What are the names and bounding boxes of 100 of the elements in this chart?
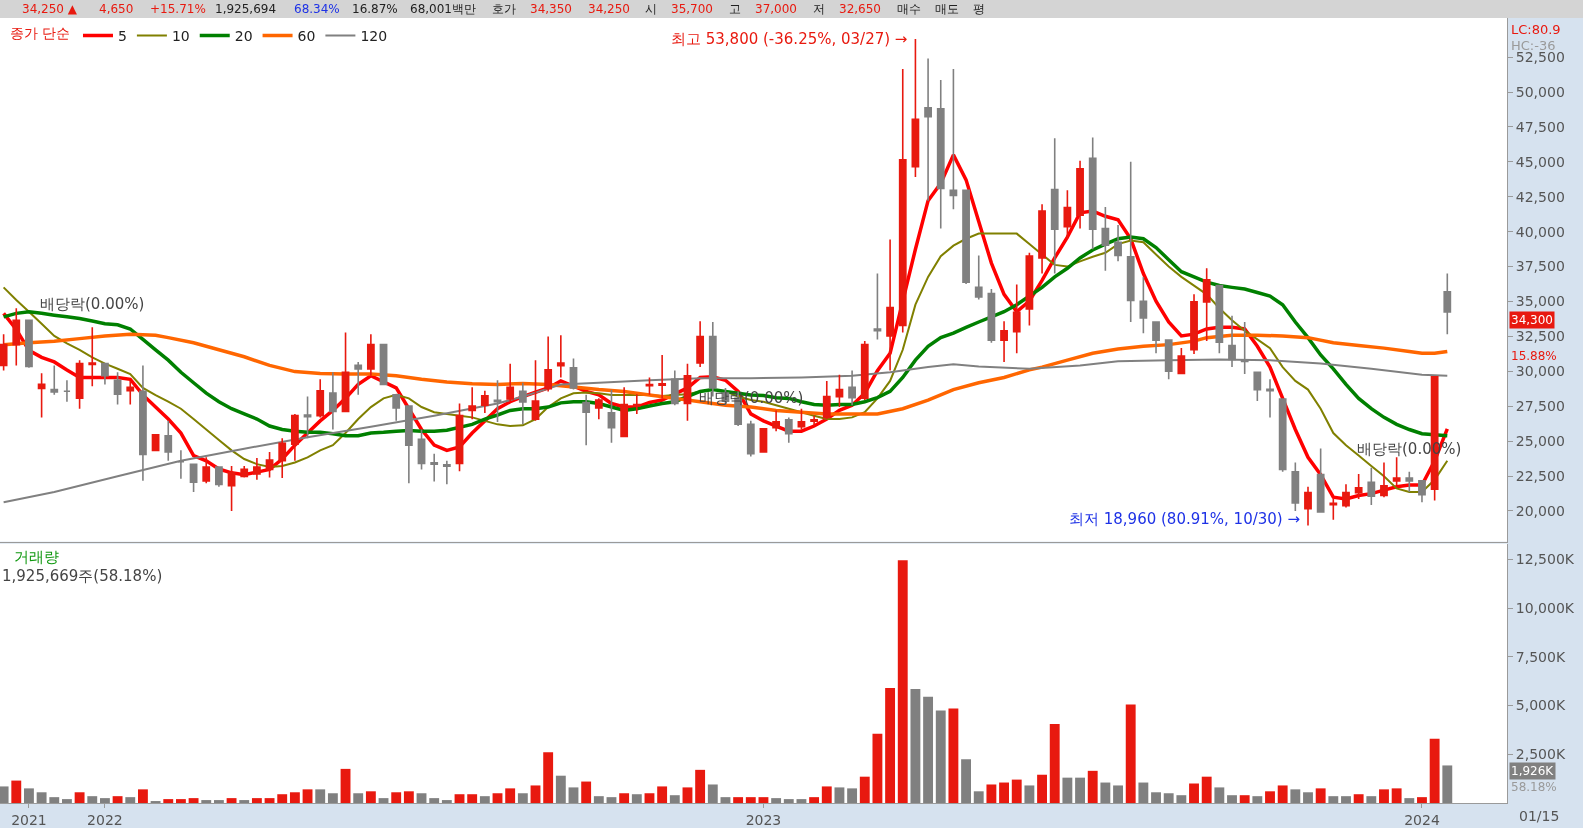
text: 15.88% (1511, 349, 1557, 363)
candlestick (974, 254, 983, 301)
candlestick (50, 364, 59, 396)
bar (1151, 792, 1161, 803)
candlestick (531, 359, 540, 422)
bar (872, 733, 883, 803)
candlestick (265, 451, 274, 479)
bar (543, 752, 554, 803)
bar (429, 798, 440, 803)
y-tick-label: 40,000 (1515, 223, 1565, 240)
candlestick (1354, 473, 1363, 500)
candlestick (924, 57, 932, 202)
candlestick (88, 326, 97, 387)
bar (87, 796, 98, 803)
candlestick (1101, 206, 1110, 272)
text: 매도 (935, 2, 959, 16)
candlestick (848, 369, 856, 407)
candlestick (1418, 480, 1426, 504)
bar (948, 708, 959, 803)
candlestick (620, 386, 629, 438)
candlestick (1329, 498, 1338, 521)
bar (378, 798, 389, 803)
bar (682, 787, 693, 803)
text: 4,650 (99, 2, 134, 16)
bar (885, 687, 896, 803)
bar (391, 792, 402, 803)
bar (707, 784, 718, 803)
bar (859, 776, 870, 803)
candlestick (1139, 276, 1148, 334)
bar (1100, 782, 1111, 803)
candlestick (936, 79, 945, 230)
y-tick-label: 2,500K (1515, 746, 1566, 763)
candlestick (962, 189, 970, 285)
bar (1113, 785, 1123, 803)
candlestick (164, 420, 173, 462)
candlestick (1215, 284, 1224, 355)
candlestick (1038, 203, 1046, 275)
candlestick (63, 379, 71, 403)
candlestick (1126, 161, 1135, 323)
candlestick (1443, 272, 1452, 336)
candlestick (911, 38, 920, 178)
bar (454, 794, 465, 803)
bar (1366, 796, 1377, 803)
bar (327, 793, 338, 803)
y-tick-label: 35,000 (1515, 293, 1565, 310)
bar (1404, 798, 1415, 803)
candlestick (1367, 466, 1376, 506)
bar (1075, 777, 1085, 803)
candlestick (886, 238, 894, 372)
bar (910, 688, 921, 803)
bar (517, 793, 528, 803)
y-tick-label: 7,500K (1515, 648, 1566, 665)
y-tick-label: 5,000K (1515, 697, 1566, 714)
text: 34,250 ▲ (22, 2, 78, 16)
y-tick-label: 27,500 (1515, 398, 1565, 415)
candlestick (1012, 283, 1021, 355)
text: 37,000 (755, 2, 797, 16)
bar (695, 769, 706, 803)
text: 01/15 (1519, 808, 1560, 824)
line-series (1, 332, 1450, 416)
bar (1011, 779, 1022, 803)
bar (1303, 792, 1313, 803)
annotation: 최고 53,800 (-36.25%, 03/27) → (671, 30, 908, 48)
candlestick (1114, 224, 1122, 263)
text: 1,925,669주(58.18%) (2, 567, 163, 585)
bar (593, 796, 604, 803)
text: 1,926K (1511, 764, 1555, 778)
candlestick (873, 272, 882, 341)
candlestick (101, 362, 109, 386)
bar (226, 798, 237, 803)
candlestick (1304, 485, 1312, 527)
legend-label: 20 (234, 28, 253, 45)
bar (188, 798, 199, 803)
text: 32,650 (839, 2, 881, 16)
candlestick (594, 397, 603, 420)
candlestick (25, 319, 33, 369)
candlestick (316, 378, 325, 419)
legend-title: 종가 단순 (9, 25, 70, 42)
bar (1277, 785, 1288, 803)
candlestick (1000, 320, 1008, 363)
bar (302, 789, 313, 803)
bar (619, 793, 630, 803)
candlestick (430, 453, 439, 483)
candlestick (37, 372, 46, 419)
candlestick (556, 334, 565, 379)
bar (1252, 796, 1263, 803)
bar (1315, 788, 1326, 803)
bar (1163, 793, 1174, 803)
text: 고 (729, 2, 741, 16)
y-tick-label: 20,000 (1515, 502, 1565, 519)
candlestick (1190, 293, 1198, 355)
candlestick (1278, 398, 1287, 473)
bar (606, 797, 617, 803)
bar (1417, 797, 1427, 803)
y-tick-label: 42,500 (1515, 188, 1565, 205)
y-tick-label: 47,500 (1515, 118, 1565, 135)
bar (771, 798, 782, 803)
candlestick (75, 359, 84, 410)
candlestick (1050, 137, 1059, 275)
text: 시 (645, 2, 657, 16)
